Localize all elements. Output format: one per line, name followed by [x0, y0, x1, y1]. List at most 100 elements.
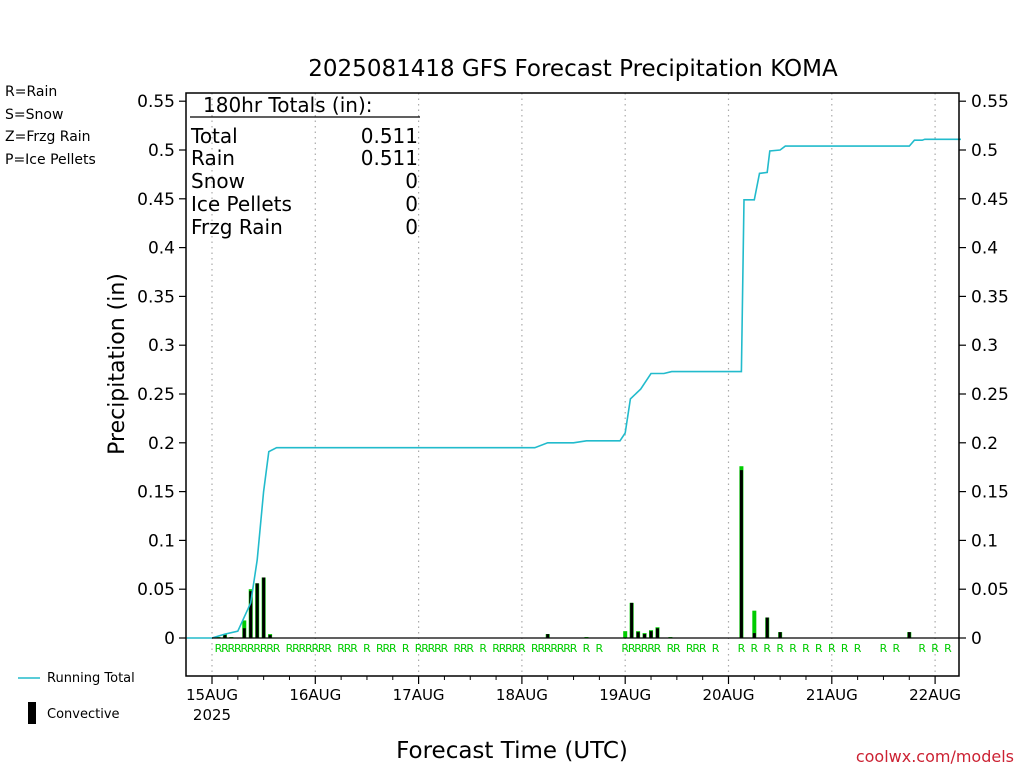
credit: coolwx.com/models — [856, 747, 1014, 766]
convective-bar-8 — [636, 632, 640, 638]
running-total-line — [186, 138, 961, 639]
type-marker-18: R — [344, 642, 352, 655]
type-marker-66: R — [815, 642, 823, 655]
legend-snow: S=Snow — [5, 107, 63, 123]
type-marker-43: R — [557, 642, 565, 655]
type-marker-38: R — [518, 642, 526, 655]
type-marker-7: R — [260, 642, 268, 655]
type-marker-0: R — [215, 642, 223, 655]
type-marker-67: R — [828, 642, 836, 655]
y-tick-label-right-0.35: 0.35 — [971, 287, 1009, 307]
y-tick-label-left-0: 0 — [164, 629, 175, 649]
legend-frzg-rain: Z=Frzg Rain — [5, 129, 91, 145]
type-marker-13: R — [305, 642, 313, 655]
x-tick-label-18aug: 18AUG — [496, 686, 548, 704]
y-tick-label-left-0.55: 0.55 — [137, 92, 175, 112]
convective-bar-15 — [778, 632, 782, 638]
type-marker-34: R — [492, 642, 500, 655]
type-marker-47: R — [596, 642, 604, 655]
type-marker-10: R — [286, 642, 294, 655]
type-marker-37: R — [512, 642, 520, 655]
totals-total-value: 0.511 — [361, 124, 418, 148]
type-marker-27: R — [428, 642, 436, 655]
convective-bar-10 — [649, 631, 653, 638]
x-tick-label-19aug: 19AUG — [599, 686, 651, 704]
totals-total-label: Total — [190, 124, 238, 148]
legend-convective: Convective — [47, 707, 120, 722]
type-marker-39: R — [531, 642, 539, 655]
x-axis: 15AUG 16AUG 17AUG 18AUG 19AUG 20AUG 21AUG 22AUG… — [186, 676, 961, 724]
type-marker-73: R — [931, 642, 939, 655]
type-marker-12: R — [299, 642, 307, 655]
type-marker-4: R — [240, 642, 248, 655]
y-tick-label-right-0.2: 0.2 — [971, 434, 998, 454]
grid — [211, 93, 936, 676]
type-marker-26: R — [421, 642, 429, 655]
type-marker-33: R — [479, 642, 487, 655]
type-marker-6: R — [253, 642, 261, 655]
y-tick-label-left-0.25: 0.25 — [137, 385, 175, 405]
type-marker-70: R — [880, 642, 888, 655]
type-marker-71: R — [893, 642, 901, 655]
type-marker-55: R — [673, 642, 681, 655]
type-marker-2: R — [228, 642, 236, 655]
totals-ice-value: 0 — [405, 192, 418, 216]
y-tick-label-left-0.3: 0.3 — [148, 336, 175, 356]
convective-bar-16 — [907, 632, 911, 638]
convective-bar-9 — [643, 634, 647, 638]
x-axis-label: Forecast Time (UTC) — [396, 738, 628, 764]
type-marker-20: R — [363, 642, 371, 655]
convective-bar-5 — [268, 635, 272, 638]
totals-frzg-value: 0 — [405, 215, 418, 239]
type-marker-50: R — [634, 642, 642, 655]
type-marker-59: R — [712, 642, 720, 655]
bars — [216, 466, 912, 638]
type-marker-45: R — [570, 642, 578, 655]
type-marker-17: R — [337, 642, 345, 655]
totals-ice-label: Ice Pellets — [191, 192, 292, 216]
x-year-label: 2025 — [193, 706, 231, 724]
type-marker-5: R — [247, 642, 255, 655]
totals-snow-label: Snow — [191, 169, 245, 193]
type-marker-61: R — [750, 642, 758, 655]
type-marker-62: R — [763, 642, 771, 655]
type-marker-23: R — [389, 642, 397, 655]
x-tick-label-15aug: 15AUG — [186, 686, 238, 704]
type-legend: R=Rain S=Snow Z=Frzg Rain P=Ice Pellets — [5, 84, 96, 168]
convective-bar-6 — [546, 634, 550, 638]
totals-box: 180hr Totals (in): Total 0.511 Rain 0.51… — [190, 93, 420, 239]
type-marker-28: R — [434, 642, 442, 655]
type-marker-22: R — [382, 642, 390, 655]
type-marker-11: R — [292, 642, 300, 655]
convective-bar-11 — [655, 628, 659, 638]
type-marker-14: R — [311, 642, 319, 655]
y-tick-label-right-0.3: 0.3 — [971, 336, 998, 356]
type-marker-68: R — [841, 642, 849, 655]
type-marker-29: R — [441, 642, 449, 655]
type-marker-24: R — [402, 642, 410, 655]
type-marker-31: R — [460, 642, 468, 655]
x-tick-label-22aug: 22AUG — [909, 686, 961, 704]
y-tick-label-right-0.05: 0.05 — [971, 580, 1009, 600]
totals-snow-value: 0 — [405, 169, 418, 193]
type-marker-64: R — [789, 642, 797, 655]
type-marker-36: R — [505, 642, 513, 655]
y-tick-label-right-0.5: 0.5 — [971, 141, 998, 161]
type-marker-16: R — [324, 642, 332, 655]
type-marker-49: R — [628, 642, 636, 655]
totals-header: 180hr Totals (in): — [203, 93, 373, 117]
type-marker-65: R — [802, 642, 810, 655]
y-tick-label-left-0.15: 0.15 — [137, 483, 175, 503]
y-tick-label-right-0.1: 0.1 — [971, 531, 998, 551]
type-marker-44: R — [563, 642, 571, 655]
totals-frzg-label: Frzg Rain — [191, 215, 283, 239]
y-tick-label-left-0.4: 0.4 — [148, 239, 175, 259]
totals-rain-label: Rain — [191, 146, 235, 170]
y-tick-label-left-0.45: 0.45 — [137, 190, 175, 210]
convective-bar-2 — [249, 591, 253, 638]
y-axis-label: Precipitation (in) — [105, 273, 130, 455]
type-marker-46: R — [583, 642, 591, 655]
type-marker-32: R — [466, 642, 474, 655]
